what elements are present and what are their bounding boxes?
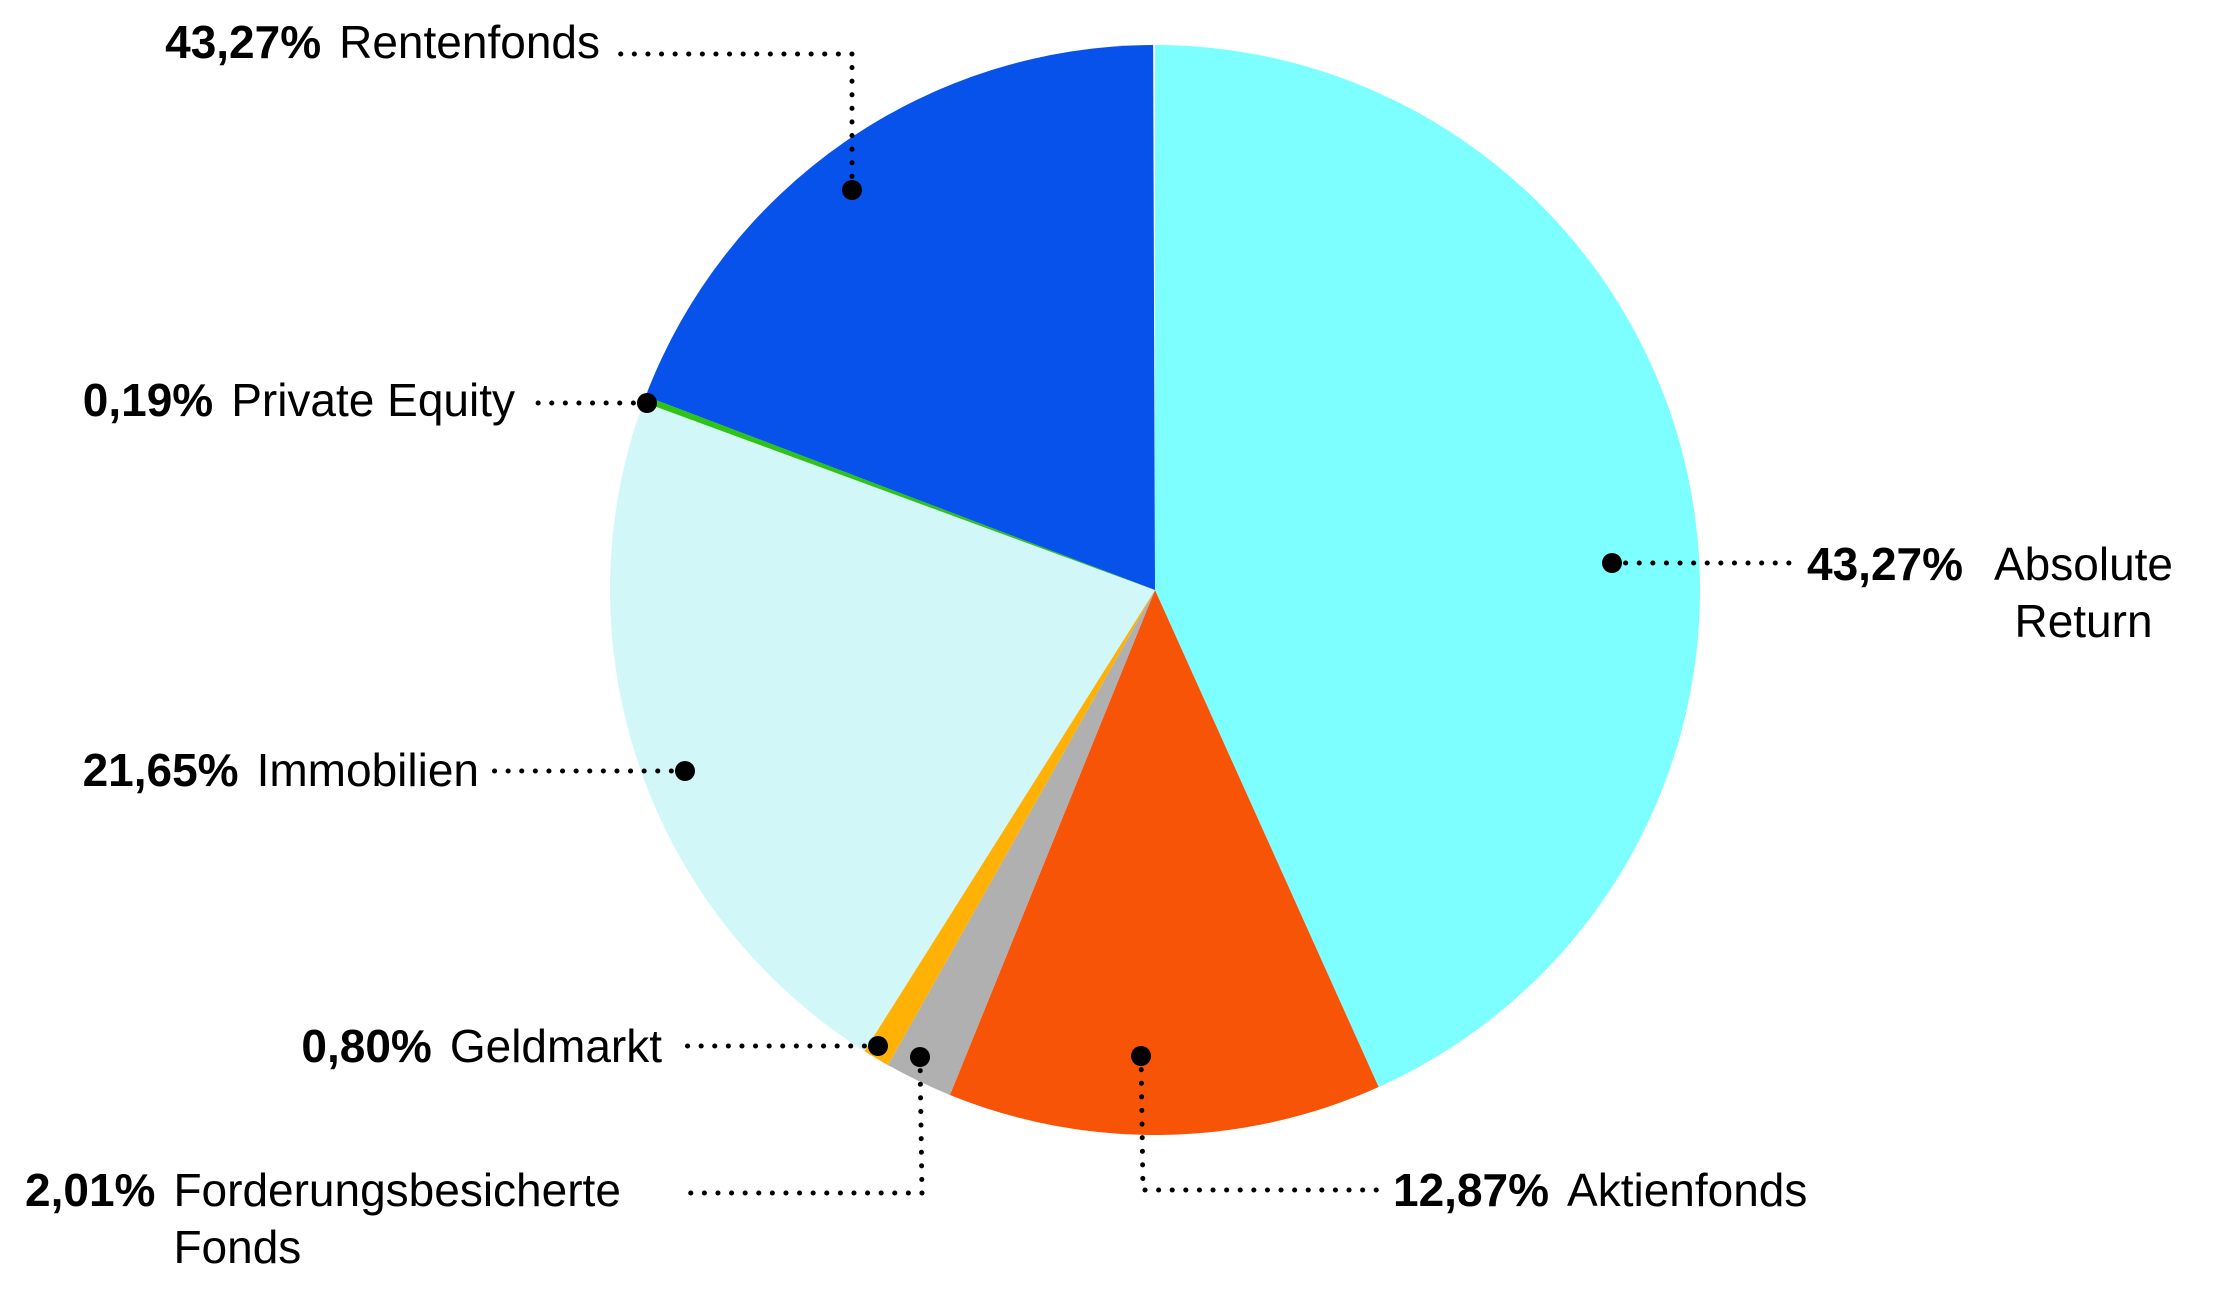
- wedge-aktienfonds: [949, 590, 1379, 1136]
- label-immobilien-percent: 21,65%: [82, 744, 239, 796]
- label-geldmarkt-percent: 0,80%: [301, 1020, 432, 1072]
- label-immobilien: 21,65% Immobilien: [83, 742, 479, 799]
- leader-dot-aktienfonds: [1131, 1046, 1151, 1066]
- label-forderungsbesicherte-fonds: 2,01% Forderungsbesicherte Fonds: [25, 1162, 653, 1276]
- leader-line-rentenfonds: [609, 51, 855, 193]
- label-absolute-return-percent: 43,27%: [1807, 538, 1964, 590]
- label-absolute-return-name: Absolute Return: [1994, 538, 2174, 647]
- label-rentenfonds-percent: 43,27%: [165, 16, 322, 68]
- leader-line-aktienfonds: [1138, 1053, 1391, 1193]
- wedge-rentenfonds: [645, 45, 1155, 590]
- label-immobilien-name: Immobilien: [256, 744, 479, 796]
- label-geldmarkt: 0,80% Geldmarkt: [301, 1018, 662, 1075]
- label-aktienfonds-name: Aktienfonds: [1567, 1164, 1808, 1216]
- leader-dot-private-equity: [637, 393, 657, 413]
- leader-dot-absolute-return: [1602, 553, 1622, 573]
- label-absolute-return: 43,27% Absolute Return: [1807, 536, 2186, 650]
- leader-dot-immobilien: [675, 761, 695, 781]
- label-forderungsbesicherte-fonds-name: Forderungsbesicherte Fonds: [173, 1164, 621, 1273]
- label-forderungsbesicherte-fonds-percent: 2,01%: [25, 1164, 156, 1216]
- leader-line-forderungsbesicherte-fonds: [677, 1054, 925, 1196]
- wedge-geldmarkt: [864, 590, 1155, 1066]
- label-private-equity-percent: 0,19%: [82, 374, 214, 426]
- label-geldmarkt-name: Geldmarkt: [449, 1020, 662, 1072]
- wedge-immobilien: [610, 402, 1155, 1052]
- wedge-forderungsbesicherte-fonds: [887, 590, 1155, 1095]
- label-aktienfonds-percent: 12,87%: [1393, 1164, 1550, 1216]
- label-rentenfonds: 43,27% Rentenfonds: [165, 14, 600, 71]
- wedge-private-equity: [643, 396, 1155, 590]
- label-aktienfonds: 12,87% Aktienfonds: [1393, 1162, 1807, 1219]
- label-private-equity-name: Private Equity: [231, 374, 515, 426]
- label-private-equity: 0,19% Private Equity: [83, 372, 515, 429]
- label-rentenfonds-name: Rentenfonds: [339, 16, 600, 68]
- leader-dot-forderungsbesicherte-fonds: [910, 1047, 930, 1067]
- wedge-absolute-return: [1155, 45, 1701, 1087]
- leader-dot-rentenfonds: [842, 180, 862, 200]
- leader-dot-geldmarkt: [868, 1036, 888, 1056]
